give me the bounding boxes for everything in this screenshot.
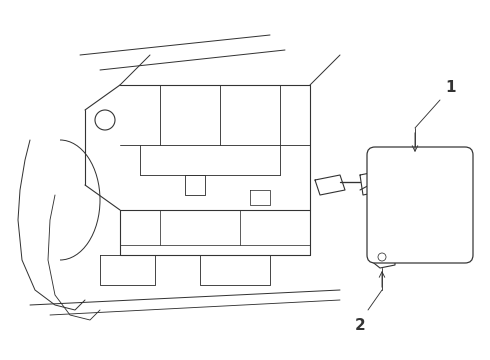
FancyBboxPatch shape bbox=[367, 147, 473, 263]
Text: 1: 1 bbox=[445, 80, 456, 95]
Text: 2: 2 bbox=[355, 318, 366, 333]
